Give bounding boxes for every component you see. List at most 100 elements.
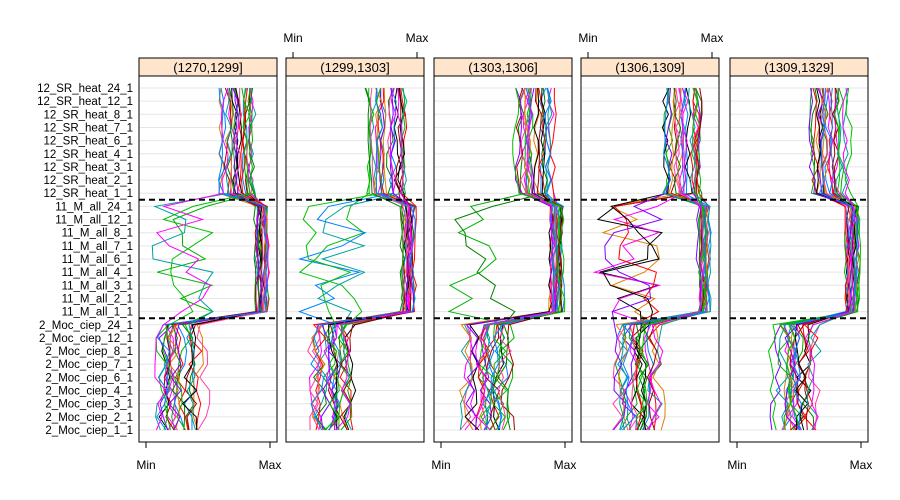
variable-label: 12_SR_heat_6_1 xyxy=(43,136,133,148)
profile-line xyxy=(592,87,689,431)
profile-line xyxy=(181,87,264,431)
profile-line xyxy=(648,87,705,431)
axis-tick-label: Min xyxy=(431,458,450,472)
variable-label: 11_M_all_6_1 xyxy=(62,254,133,266)
profile-line xyxy=(492,87,566,431)
profile-line xyxy=(808,87,851,431)
axis-tick-label: Max xyxy=(259,458,282,472)
panel: (1270,1299] Min Max xyxy=(136,57,282,472)
variable-label: 11_M_all_3_1 xyxy=(62,280,133,292)
panel-strip-label: (1299,1303] xyxy=(320,60,389,75)
panel-strip-label: (1303,1306] xyxy=(468,60,537,75)
variable-label: 2_Moc_ciep_7_1 xyxy=(45,359,133,371)
axis-tick-label: Min xyxy=(578,31,597,45)
profile-line xyxy=(327,87,415,431)
profile-line xyxy=(475,87,560,431)
variable-label: 12_SR_heat_1_1 xyxy=(43,188,133,200)
variable-label: 2_Moc_ciep_2_1 xyxy=(45,412,133,424)
panel-frame xyxy=(729,75,869,443)
variable-label: 12_SR_heat_4_1 xyxy=(43,149,133,161)
profile-line xyxy=(335,87,414,431)
variable-label: 2_Moc_ciep_4_1 xyxy=(45,386,133,398)
axis-tick-label: Max xyxy=(701,31,724,45)
variable-label: 12_SR_heat_12_1 xyxy=(37,96,133,108)
profile-line xyxy=(156,87,269,431)
axis-tick-label: Min xyxy=(136,458,155,472)
profile-line xyxy=(804,87,856,431)
variable-label: 12_SR_heat_3_1 xyxy=(43,162,133,174)
profile-line xyxy=(162,87,251,431)
panel: (1303,1306] Min Max xyxy=(431,57,577,472)
variable-label: 2_Moc_ciep_24_1 xyxy=(39,320,133,332)
variable-label: 12_SR_heat_2_1 xyxy=(43,175,133,187)
profile-line xyxy=(310,87,416,431)
profile-line xyxy=(622,87,710,431)
variable-label: 11_M_all_2_1 xyxy=(62,293,133,305)
variable-label: 12_SR_heat_7_1 xyxy=(43,122,133,134)
axis-tick-label: Max xyxy=(850,458,873,472)
profile-line xyxy=(490,87,555,431)
y-variable-labels: 2_Moc_ciep_1_12_Moc_ciep_2_12_Moc_ciep_3… xyxy=(37,83,133,437)
profile-line xyxy=(786,87,862,431)
profile-line xyxy=(784,87,853,431)
panels: (1270,1299]Min Max(1299,1303]Min Max(1303,… xyxy=(136,31,872,472)
variable-label: 2_Moc_ciep_3_1 xyxy=(45,399,133,411)
variable-label: 2_Moc_ciep_12_1 xyxy=(39,333,133,345)
axis-tick-label: Max xyxy=(554,458,577,472)
profile-line xyxy=(320,87,411,431)
panel: (1309,1329] Min Max xyxy=(727,57,873,472)
variable-label: 11_M_all_8_1 xyxy=(62,228,133,240)
variable-label: 2_Moc_ciep_8_1 xyxy=(45,346,133,358)
profile-line xyxy=(790,87,858,431)
axis-tick-label: Min xyxy=(727,458,746,472)
profile-line xyxy=(635,87,708,431)
profile-line xyxy=(596,87,693,431)
profile-line xyxy=(151,87,232,431)
variable-label: 2_Moc_ciep_6_1 xyxy=(45,372,133,384)
profile-line xyxy=(621,87,702,431)
variable-label: 11_M_all_4_1 xyxy=(62,267,133,279)
variable-label: 11_M_all_12_1 xyxy=(55,215,133,227)
panel-frame xyxy=(285,75,425,443)
profile-line xyxy=(789,87,851,431)
panel-frame xyxy=(433,75,573,443)
profile-line xyxy=(604,87,673,431)
axis-tick-label: Max xyxy=(406,31,429,45)
profile-line xyxy=(636,87,704,431)
profile-line xyxy=(494,87,565,431)
variable-label: 2_Moc_ciep_1_1 xyxy=(45,425,133,437)
axis-tick-label: Min xyxy=(283,31,302,45)
variable-label: 12_SR_heat_8_1 xyxy=(43,109,133,121)
profile-line xyxy=(307,87,409,431)
panel: (1299,1303] Min Max xyxy=(283,31,429,443)
variable-label: 11_M_all_24_1 xyxy=(55,201,133,213)
profile-line xyxy=(803,87,850,431)
profile-line xyxy=(157,87,256,431)
profile-line xyxy=(168,87,263,431)
profile-line xyxy=(614,87,709,431)
profile-line xyxy=(312,87,406,431)
profile-line xyxy=(454,87,548,431)
panel-strip-label: (1270,1299] xyxy=(173,60,242,75)
profile-line xyxy=(297,87,397,431)
profile-line xyxy=(601,87,683,431)
profile-line xyxy=(619,87,712,431)
profile-line xyxy=(490,87,563,431)
profile-line xyxy=(181,87,258,431)
variable-label: 12_SR_heat_24_1 xyxy=(37,83,133,95)
panel-frame xyxy=(138,75,278,443)
panel-frame xyxy=(580,75,720,443)
profile-line xyxy=(497,87,557,431)
panel-strip-label: (1309,1329] xyxy=(764,60,833,75)
profile-line xyxy=(196,87,265,431)
panel: (1306,1309] Min Max xyxy=(578,31,724,443)
profile-line xyxy=(602,87,670,431)
profile-line xyxy=(464,87,554,431)
profile-line xyxy=(613,87,698,431)
profile-line xyxy=(154,87,229,431)
variable-label: 11_M_all_7_1 xyxy=(62,241,133,253)
profile-line xyxy=(626,87,705,431)
profile-line xyxy=(796,87,850,431)
variable-label: 11_M_all_1_1 xyxy=(62,307,133,319)
